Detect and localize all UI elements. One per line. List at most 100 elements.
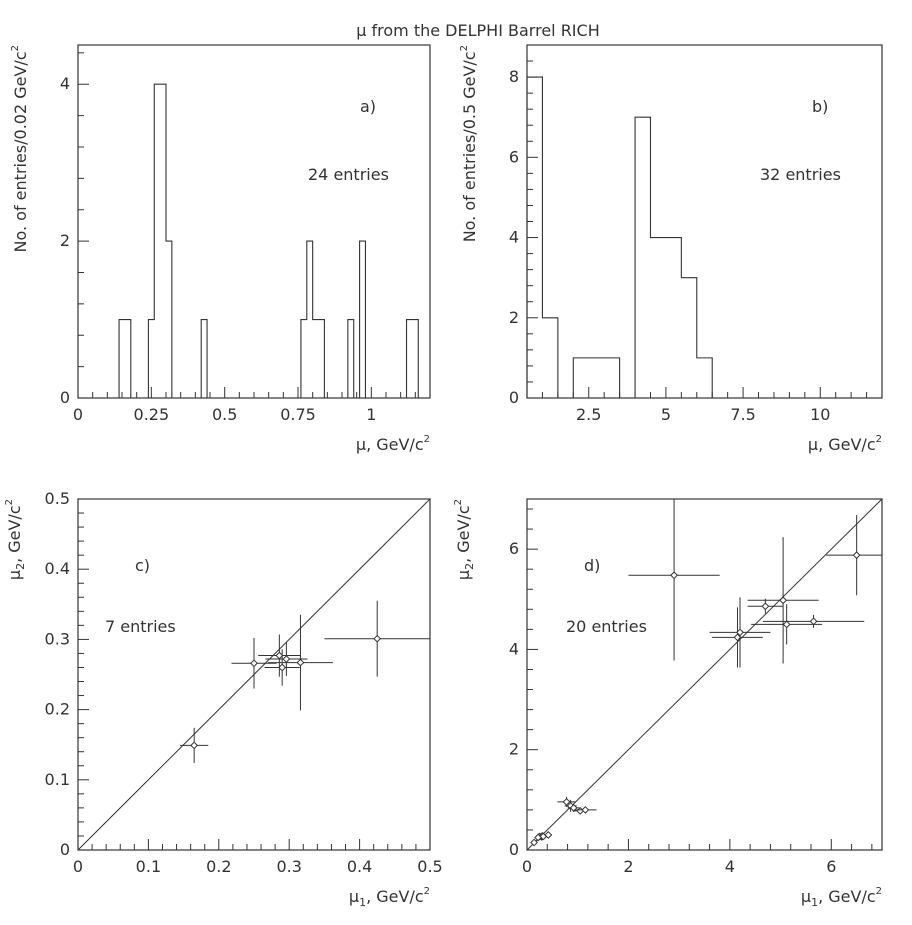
histogram-bin xyxy=(635,117,650,398)
histogram-bin xyxy=(319,320,325,398)
data-point xyxy=(736,628,744,637)
panel-c: 0 0.1 0.2 0.3 0.4 0.500.10.20.30.40.5μ1, GeV/… xyxy=(4,489,443,909)
histogram-bin xyxy=(542,318,557,398)
histogram-bin xyxy=(573,358,588,398)
panel-label: a) xyxy=(360,97,376,116)
y-axis-title-rest: , GeV/c xyxy=(454,505,473,563)
histogram-bin xyxy=(154,84,160,398)
histogram-bin xyxy=(125,320,131,398)
histogram-bin xyxy=(166,241,172,398)
panel-label: c) xyxy=(135,556,150,575)
histogram-bin xyxy=(119,320,125,398)
y-tick-label: 0 xyxy=(509,388,519,407)
y-tick-label: 0.5 xyxy=(45,489,70,508)
y-tick-label: 0.4 xyxy=(45,559,70,578)
x-axis-title: μ1, GeV/c2 xyxy=(801,886,882,909)
panel-label: d) xyxy=(584,556,600,575)
x-tick-label: 2.5 xyxy=(576,405,601,424)
histogram-outline xyxy=(118,319,132,398)
x-axis-title-rest: , GeV/c xyxy=(818,887,876,906)
entries-annotation: 20 entries xyxy=(566,617,647,636)
y-tick-label: 0 xyxy=(60,840,70,859)
x-tick-label: 0.75 xyxy=(280,405,316,424)
data-point xyxy=(544,831,553,839)
histogram-bin xyxy=(604,358,619,398)
x-tick-label: 4 xyxy=(725,857,735,876)
y-tick-label: 6 xyxy=(509,147,519,166)
y-axis-title-superscript: 2 xyxy=(10,45,21,51)
x-axis-title-main: μ, GeV/c xyxy=(356,435,424,454)
x-tick-label: 0.1 xyxy=(136,857,161,876)
figure-title: μ from the DELPHI Barrel RICH xyxy=(356,21,599,40)
y-axis-title-superscript: 2 xyxy=(459,45,470,51)
histogram-outline xyxy=(526,76,559,398)
plot-frame xyxy=(77,498,431,851)
histogram-outline xyxy=(300,240,325,398)
y-axis-title-main: μ xyxy=(454,570,473,580)
y-tick-label: 4 xyxy=(60,74,70,93)
y-axis-title: μ2, GeV/c2 xyxy=(453,499,476,580)
y-tick-label: 4 xyxy=(509,228,519,247)
y-axis-title-subscript: 2 xyxy=(463,563,476,570)
x-axis-title-superscript: 2 xyxy=(424,886,430,897)
histogram-bin xyxy=(301,320,307,398)
x-tick-label: 0.3 xyxy=(276,857,301,876)
entries-annotation: 7 entries xyxy=(105,617,176,636)
histogram-bin xyxy=(527,77,542,398)
histogram-bin xyxy=(697,358,712,398)
y-axis-title-rest: , GeV/c xyxy=(5,505,24,563)
data-point xyxy=(581,805,590,814)
y-tick-label: 0.3 xyxy=(45,629,70,648)
x-axis-title-main: μ xyxy=(349,887,359,906)
y-tick-label: 2 xyxy=(509,740,519,759)
histogram-bin xyxy=(589,358,604,398)
data-point xyxy=(852,551,861,560)
data-point xyxy=(282,655,291,663)
y-tick-label: 0 xyxy=(60,388,70,407)
histogram-bin xyxy=(201,320,207,398)
y-axis-title: μ2, GeV/c2 xyxy=(4,499,27,580)
data-point xyxy=(373,634,382,643)
histogram-bin xyxy=(650,238,665,398)
data-point xyxy=(761,602,770,611)
histogram-bin xyxy=(412,320,418,398)
x-axis-title-subscript: 1 xyxy=(811,896,818,909)
histogram-outline xyxy=(359,240,367,398)
x-tick-label: 0.5 xyxy=(417,857,442,876)
histogram-bin xyxy=(360,241,366,398)
x-axis-title: μ1, GeV/c2 xyxy=(349,886,430,909)
data-point xyxy=(190,741,199,750)
x-tick-label: 6 xyxy=(826,857,836,876)
x-axis-title-main: μ, GeV/c xyxy=(808,435,876,454)
x-tick-label: 5 xyxy=(661,405,671,424)
histogram-outline xyxy=(405,319,419,398)
histogram-bin xyxy=(348,320,354,398)
plot-frame xyxy=(526,44,883,399)
histogram-bin xyxy=(313,320,319,398)
histogram-bin xyxy=(307,241,313,398)
y-axis-title-main: μ xyxy=(5,570,24,580)
data-point xyxy=(809,617,818,626)
y-axis-title: No. of entries/0.02 GeV/c2 xyxy=(10,45,30,252)
data-point xyxy=(670,571,678,580)
y-tick-label: 0 xyxy=(509,840,519,859)
y-axis-title-subscript: 2 xyxy=(14,563,27,570)
x-tick-label: 0.25 xyxy=(134,405,170,424)
data-point xyxy=(562,797,571,806)
x-tick-label: 0 xyxy=(73,405,83,424)
data-point xyxy=(779,596,788,605)
x-tick-label: 0.4 xyxy=(347,857,372,876)
diagonal-line xyxy=(526,498,883,851)
data-point xyxy=(250,659,258,668)
y-axis-title-superscript: 2 xyxy=(453,499,464,505)
histogram-bin xyxy=(148,320,154,398)
x-tick-label: 0 xyxy=(522,857,532,876)
x-axis-title: μ, GeV/c2 xyxy=(808,434,882,454)
x-tick-label: 0 xyxy=(73,857,83,876)
y-tick-label: 8 xyxy=(509,67,519,86)
y-tick-label: 4 xyxy=(509,639,519,658)
data-point xyxy=(534,833,543,842)
